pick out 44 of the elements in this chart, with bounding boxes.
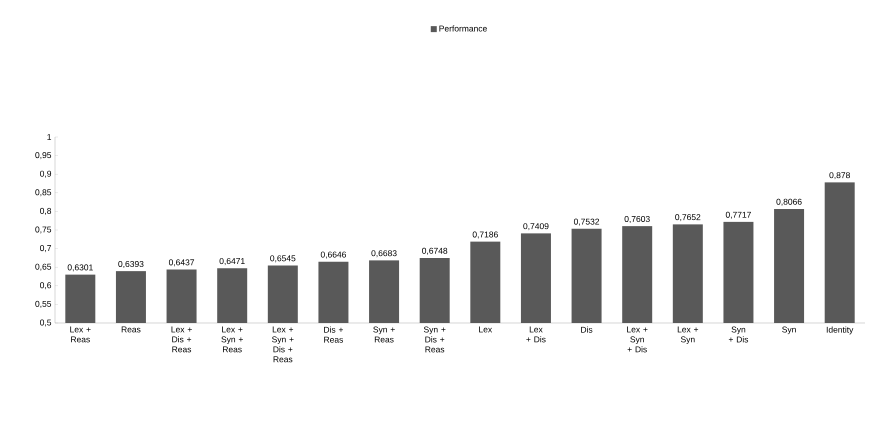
data-label: 0,6393 bbox=[118, 260, 144, 268]
data-label: 0,6437 bbox=[168, 259, 194, 266]
x-tick-label: Dis bbox=[581, 326, 592, 333]
data-label: 0,8066 bbox=[776, 198, 802, 206]
data-label: 0,6683 bbox=[371, 250, 397, 258]
y-tick-label: 0,85 bbox=[35, 189, 52, 196]
y-tick-label: 0,9 bbox=[40, 170, 52, 178]
data-label: 0,7717 bbox=[726, 212, 751, 219]
y-tick-label: 1 bbox=[47, 134, 52, 140]
x-tick-label: Syn bbox=[782, 326, 796, 334]
x-tick-label: Lex + Dis bbox=[526, 326, 546, 342]
data-label: 0,7532 bbox=[574, 218, 600, 226]
y-tick-label: 0,75 bbox=[35, 226, 52, 234]
data-label: 0,6748 bbox=[422, 248, 448, 255]
data-label: 0,7409 bbox=[523, 223, 548, 230]
data-label: 0,6471 bbox=[220, 258, 245, 266]
y-tick-label: 0,65 bbox=[35, 264, 52, 271]
x-tick-label: Syn + Dis + Reas bbox=[424, 326, 446, 352]
x-tick-label: Lex + Syn bbox=[678, 326, 698, 344]
y-tick-label: 0,7 bbox=[40, 245, 52, 252]
data-label: 0,6301 bbox=[68, 264, 93, 272]
data-label: 0,6545 bbox=[270, 255, 296, 262]
x-tick-label: Lex bbox=[479, 326, 492, 332]
x-tick-label: Lex + Syn + Dis + Reas bbox=[272, 326, 294, 362]
data-label: 0,7186 bbox=[472, 231, 498, 238]
data-label: 0,7652 bbox=[675, 214, 700, 222]
x-tick-label: Dis + Reas bbox=[324, 326, 344, 343]
x-tick-label: Lex + Dis + Reas bbox=[172, 326, 192, 352]
y-tick-label: 0,55 bbox=[35, 300, 52, 308]
y-tick-label: 0,5 bbox=[40, 320, 52, 326]
data-label: 0,878 bbox=[829, 172, 850, 180]
y-tick-label: 0,95 bbox=[35, 152, 52, 160]
x-tick-label: Lex + Reas bbox=[70, 326, 91, 342]
data-label: 0,6646 bbox=[320, 252, 346, 259]
y-tick-label: 0,6 bbox=[40, 282, 52, 290]
legend-label: Performance bbox=[439, 25, 487, 32]
x-tick-label: Reas bbox=[122, 326, 141, 332]
data-label: 0,7603 bbox=[624, 216, 650, 223]
x-tick-label: Syn + Reas bbox=[373, 326, 395, 342]
y-tick-label: 0,8 bbox=[40, 208, 52, 215]
x-tick-label: Identity bbox=[826, 326, 854, 334]
x-tick-label: Syn + Dis bbox=[728, 326, 748, 342]
x-tick-label: Lex + Syn + Dis bbox=[627, 326, 648, 352]
x-tick-label: Lex + Syn + Reas bbox=[221, 326, 243, 352]
